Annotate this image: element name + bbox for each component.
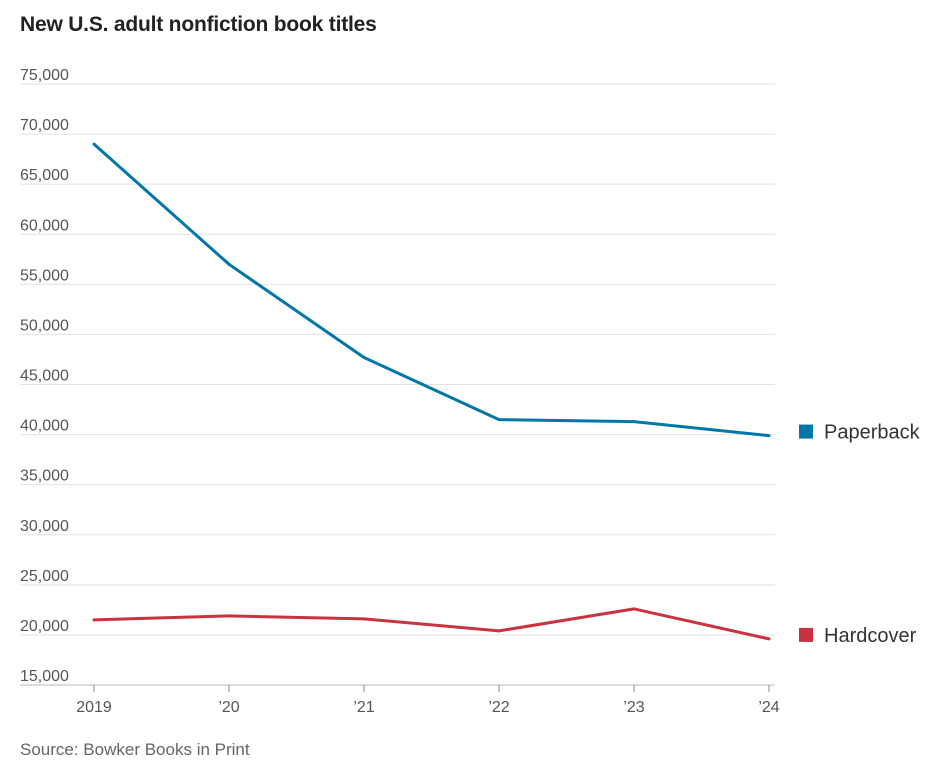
data-point-paperback <box>227 262 231 266</box>
series-line-hardcover <box>93 607 770 641</box>
legend-swatch-hardcover <box>799 627 813 642</box>
y-tick-label: 20,000 <box>20 618 69 635</box>
series-lines <box>92 142 771 641</box>
y-axis-ticks: 75,000 70,000 65,000 60,000 55,000 50,000 45,0… <box>20 67 69 685</box>
legend: Paperback Hardcover <box>799 422 921 647</box>
y-tick-label: 50,000 <box>20 317 69 334</box>
y-tick-label: 75,000 <box>20 67 69 84</box>
data-point-paperback <box>632 420 636 424</box>
legend-label-hardcover: Hardcover <box>824 625 917 647</box>
data-point-paperback <box>362 355 366 359</box>
x-tick-label: ’24 <box>758 699 779 716</box>
y-tick-label: 70,000 <box>20 117 69 134</box>
data-point-hardcover <box>632 607 636 611</box>
y-tick-label: 15,000 <box>20 668 69 685</box>
x-axis-ticks: 2019 ’20 ’21 ’22 ’23 ’24 <box>76 685 780 716</box>
y-tick-label: 45,000 <box>20 368 69 385</box>
data-point-hardcover <box>497 629 501 633</box>
x-tick-label: ’22 <box>488 699 509 716</box>
source-note: Source: Bowker Books in Print <box>20 740 250 759</box>
series-line-paperback <box>93 142 770 438</box>
y-tick-label: 25,000 <box>20 568 69 585</box>
y-tick-label: 35,000 <box>20 468 69 485</box>
gridlines <box>20 83 775 686</box>
data-point-hardcover <box>767 637 771 641</box>
data-point-hardcover <box>92 618 96 622</box>
x-tick-label: 2019 <box>76 699 112 716</box>
data-point-hardcover <box>362 617 366 621</box>
x-tick-label: ’21 <box>353 699 374 716</box>
y-tick-label: 40,000 <box>20 418 69 435</box>
data-point-paperback <box>497 418 501 422</box>
chart-title: New U.S. adult nonfiction book titles <box>20 13 377 36</box>
legend-swatch-paperback <box>799 424 813 439</box>
y-tick-label: 60,000 <box>20 217 69 234</box>
y-tick-label: 65,000 <box>20 167 69 184</box>
x-tick-label: ’20 <box>218 699 239 716</box>
data-point-hardcover <box>227 614 231 618</box>
x-tick-label: ’23 <box>623 699 644 716</box>
legend-label-paperback: Paperback <box>824 422 921 444</box>
y-tick-label: 30,000 <box>20 518 69 535</box>
data-point-paperback <box>767 434 771 438</box>
y-tick-label: 55,000 <box>20 267 69 284</box>
data-point-paperback <box>92 142 96 146</box>
